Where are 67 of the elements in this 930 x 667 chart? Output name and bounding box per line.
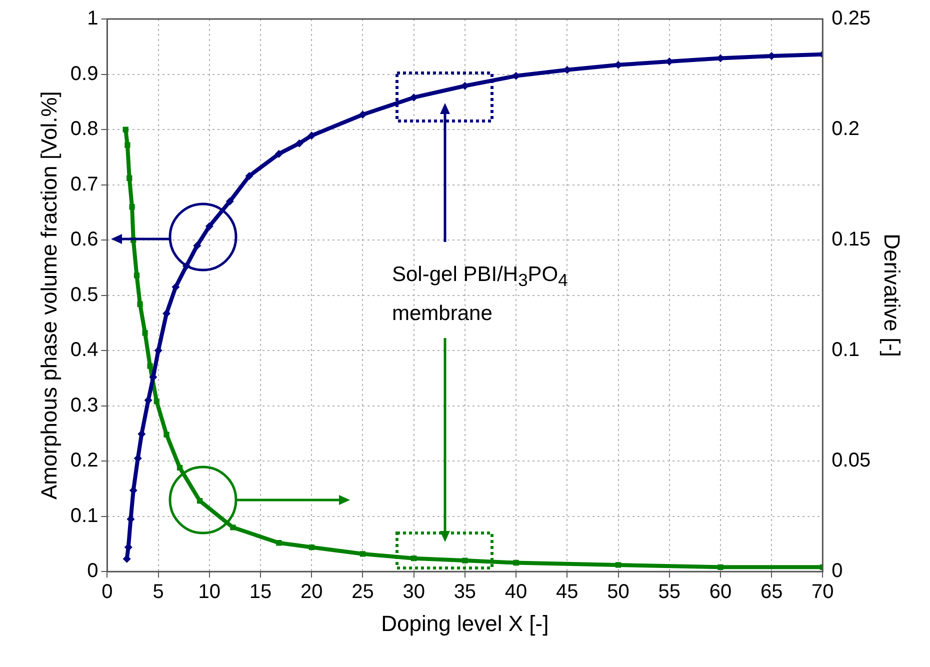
y2-tick-label: 0 (832, 560, 843, 582)
y-tick-label: 0.6 (70, 228, 98, 251)
x-tick-label: 45 (556, 581, 578, 604)
x-tick-label: 65 (760, 581, 783, 604)
y-tick-label: 0.2 (70, 450, 98, 472)
y-tick-label: 0.3 (70, 394, 98, 416)
y-tick-label: 0.7 (70, 173, 98, 196)
point (226, 197, 234, 206)
point (205, 222, 214, 230)
text: Sol-gel PBI/H$_{3}$PO$_{4}$ membrane (392, 263, 568, 326)
point (411, 556, 417, 562)
point (360, 551, 366, 557)
point (245, 172, 254, 180)
x-tick-label: 55 (658, 581, 680, 604)
point (513, 560, 519, 566)
x-tick-label: 50 (607, 581, 630, 604)
x-tick-label: 60 (709, 581, 732, 604)
x-axis-title: Doping level X [-] (381, 610, 549, 636)
x-tick-label: 70 (812, 581, 834, 604)
point (462, 558, 468, 564)
point (122, 126, 128, 132)
point (126, 175, 132, 181)
x-tick-label: 10 (198, 581, 221, 604)
x-tick-label: 25 (352, 581, 374, 604)
point (358, 110, 367, 119)
point (176, 464, 183, 471)
point (615, 562, 622, 568)
point (137, 301, 143, 307)
x-tick-label: 40 (504, 581, 528, 604)
point (142, 330, 148, 336)
point (276, 540, 282, 546)
point (164, 432, 170, 438)
y2-tick-label: 0.05 (832, 450, 871, 472)
point (129, 204, 135, 210)
x-tick-label: 35 (454, 581, 476, 604)
point (134, 272, 140, 278)
y-tick-label: 0 (87, 560, 98, 582)
point (295, 139, 304, 148)
y2-tick-label: 0.2 (832, 118, 860, 140)
point (308, 132, 316, 140)
y-tick-label: 1 (87, 8, 98, 30)
x-tick-label: 30 (402, 581, 425, 604)
y2-axis-title: Derivative [-] (880, 234, 905, 358)
y-tick-label: 0.8 (70, 118, 98, 140)
point (274, 150, 283, 158)
point (230, 524, 236, 530)
point (193, 242, 202, 250)
point (718, 564, 724, 570)
point (154, 398, 160, 404)
y-tick-label: 0.5 (70, 284, 98, 306)
y2-tick-label: 0.15 (832, 228, 871, 251)
point (308, 544, 314, 550)
point (410, 93, 418, 102)
x-tick-label: 20 (300, 581, 323, 604)
y2-tick-label: 0.1 (832, 339, 860, 362)
y-tick-label: 0.1 (70, 504, 98, 527)
y-axis-title: Amorphous phase volume fraction [Vol.%] (36, 91, 62, 500)
point (196, 498, 203, 504)
point (172, 283, 180, 292)
point (124, 142, 130, 148)
y-tick-label: 0.9 (70, 62, 98, 85)
point (147, 363, 153, 369)
x-tick-label: 15 (249, 581, 272, 604)
x-tick-label: 0 (102, 581, 113, 604)
y2-tick-label: 0.25 (832, 8, 871, 30)
x-tick-label: 5 (152, 581, 164, 604)
y-tick-label: 0.4 (70, 339, 98, 362)
